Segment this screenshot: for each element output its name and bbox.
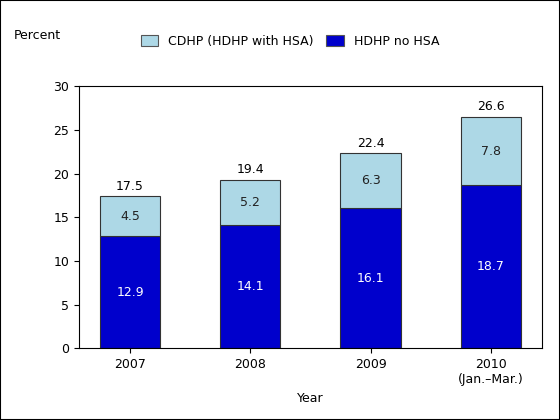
Text: 6.3: 6.3 xyxy=(361,174,380,187)
Bar xyxy=(100,236,160,348)
Text: 26.6: 26.6 xyxy=(477,100,505,113)
Bar xyxy=(340,208,400,348)
Legend: CDHP (HDHP with HSA), HDHP no HSA: CDHP (HDHP with HSA), HDHP no HSA xyxy=(141,35,439,48)
Text: 12.9: 12.9 xyxy=(116,286,144,299)
Text: 17.5: 17.5 xyxy=(116,180,144,192)
Text: 5.2: 5.2 xyxy=(240,196,260,209)
X-axis label: Year: Year xyxy=(297,392,324,404)
Text: 7.8: 7.8 xyxy=(480,144,501,158)
Text: Percent: Percent xyxy=(14,29,61,42)
Bar xyxy=(461,185,521,348)
Bar xyxy=(220,180,281,225)
Bar xyxy=(340,153,400,208)
Text: 14.1: 14.1 xyxy=(236,280,264,293)
Text: 18.7: 18.7 xyxy=(477,260,505,273)
Bar xyxy=(220,225,281,348)
Bar xyxy=(100,197,160,236)
Bar xyxy=(461,117,521,185)
Text: 4.5: 4.5 xyxy=(120,210,140,223)
Text: 19.4: 19.4 xyxy=(236,163,264,176)
Text: 22.4: 22.4 xyxy=(357,137,384,150)
Text: 16.1: 16.1 xyxy=(357,272,384,285)
